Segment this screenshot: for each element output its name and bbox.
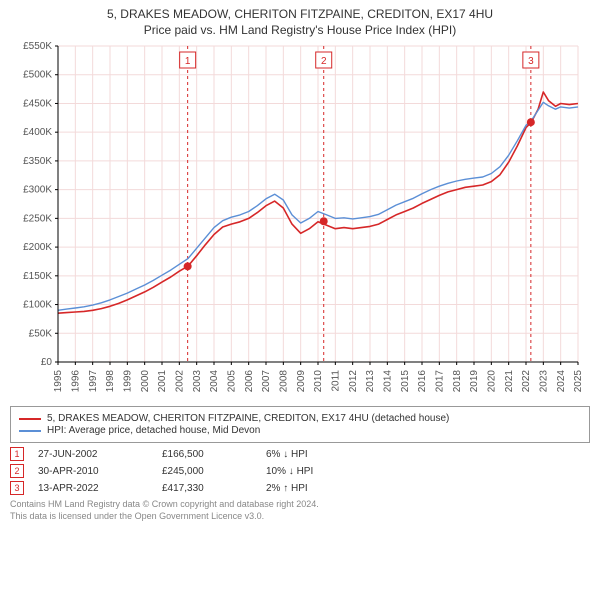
svg-text:2024: 2024 — [556, 370, 567, 393]
svg-text:2003: 2003 — [192, 370, 203, 393]
svg-text:2001: 2001 — [157, 370, 168, 393]
svg-text:2012: 2012 — [348, 370, 359, 393]
svg-text:£50K: £50K — [29, 329, 53, 340]
legend-label: 5, DRAKES MEADOW, CHERITON FITZPAINE, CR… — [47, 413, 449, 424]
sale-row: 2 30-APR-2010 £245,000 10% ↓ HPI — [10, 464, 590, 478]
svg-text:£450K: £450K — [23, 99, 52, 110]
svg-text:2017: 2017 — [435, 370, 446, 393]
svg-text:2016: 2016 — [417, 370, 428, 393]
svg-text:1997: 1997 — [88, 370, 99, 393]
svg-text:2007: 2007 — [261, 370, 272, 393]
chart-container: 5, DRAKES MEADOW, CHERITON FITZPAINE, CR… — [0, 0, 600, 523]
svg-text:2006: 2006 — [244, 370, 255, 393]
legend: 5, DRAKES MEADOW, CHERITON FITZPAINE, CR… — [10, 406, 590, 443]
svg-text:2015: 2015 — [400, 370, 411, 393]
sale-row: 3 13-APR-2022 £417,330 2% ↑ HPI — [10, 481, 590, 495]
svg-text:£100K: £100K — [23, 300, 52, 311]
sale-delta: 2% ↑ HPI — [266, 483, 356, 494]
svg-text:2005: 2005 — [227, 370, 238, 393]
sales-table: 1 27-JUN-2002 £166,500 6% ↓ HPI 2 30-APR… — [10, 447, 590, 495]
svg-text:2010: 2010 — [313, 370, 324, 393]
footer-line-2: This data is licensed under the Open Gov… — [10, 511, 590, 523]
svg-text:2019: 2019 — [469, 370, 480, 393]
sale-date: 30-APR-2010 — [38, 466, 148, 477]
svg-text:2018: 2018 — [452, 370, 463, 393]
sale-marker-icon: 3 — [10, 481, 24, 495]
svg-text:2023: 2023 — [539, 370, 550, 393]
sale-date: 27-JUN-2002 — [38, 449, 148, 460]
svg-text:2000: 2000 — [140, 370, 151, 393]
svg-text:2014: 2014 — [383, 370, 394, 393]
svg-text:2022: 2022 — [521, 370, 532, 393]
svg-text:1996: 1996 — [71, 370, 82, 393]
svg-text:1998: 1998 — [105, 370, 116, 393]
sale-date: 13-APR-2022 — [38, 483, 148, 494]
legend-swatch — [19, 430, 41, 432]
legend-label: HPI: Average price, detached house, Mid … — [47, 425, 260, 436]
sale-delta: 6% ↓ HPI — [266, 449, 356, 460]
svg-text:£150K: £150K — [23, 271, 52, 282]
footer-line-1: Contains HM Land Registry data © Crown c… — [10, 499, 590, 511]
svg-text:2: 2 — [321, 56, 327, 67]
svg-text:2011: 2011 — [331, 370, 342, 392]
svg-text:2021: 2021 — [504, 370, 515, 393]
sale-price: £166,500 — [162, 449, 252, 460]
sale-marker-icon: 2 — [10, 464, 24, 478]
svg-text:1999: 1999 — [123, 370, 134, 393]
price-chart: 1 2 3 £0 £50K £100K £150K £200K £250K £300K £350K £… — [10, 40, 590, 400]
svg-text:1995: 1995 — [53, 370, 64, 393]
svg-text:3: 3 — [528, 56, 534, 67]
svg-text:£300K: £300K — [23, 185, 52, 196]
sale-marker-icon: 1 — [10, 447, 24, 461]
legend-item: HPI: Average price, detached house, Mid … — [19, 425, 581, 436]
title-block: 5, DRAKES MEADOW, CHERITON FITZPAINE, CR… — [0, 0, 600, 40]
footer-note: Contains HM Land Registry data © Crown c… — [10, 499, 590, 522]
svg-text:£200K: £200K — [23, 242, 52, 253]
svg-text:2025: 2025 — [573, 370, 584, 393]
svg-text:£0: £0 — [41, 357, 53, 368]
title-line-1: 5, DRAKES MEADOW, CHERITON FITZPAINE, CR… — [4, 6, 596, 22]
svg-text:£500K: £500K — [23, 70, 52, 81]
sale-delta: 10% ↓ HPI — [266, 466, 356, 477]
legend-swatch — [19, 418, 41, 420]
svg-text:2020: 2020 — [487, 370, 498, 393]
legend-item: 5, DRAKES MEADOW, CHERITON FITZPAINE, CR… — [19, 413, 581, 424]
svg-text:£550K: £550K — [23, 41, 52, 52]
svg-text:2004: 2004 — [209, 370, 220, 393]
svg-text:2002: 2002 — [175, 370, 186, 393]
svg-text:£350K: £350K — [23, 156, 52, 167]
svg-text:2009: 2009 — [296, 370, 307, 393]
sale-price: £245,000 — [162, 466, 252, 477]
svg-text:£250K: £250K — [23, 214, 52, 225]
svg-text:£400K: £400K — [23, 128, 52, 139]
svg-text:1: 1 — [185, 56, 191, 67]
sale-row: 1 27-JUN-2002 £166,500 6% ↓ HPI — [10, 447, 590, 461]
title-line-2: Price paid vs. HM Land Registry's House … — [4, 22, 596, 38]
sale-price: £417,330 — [162, 483, 252, 494]
svg-text:2013: 2013 — [365, 370, 376, 393]
svg-text:2008: 2008 — [279, 370, 290, 393]
